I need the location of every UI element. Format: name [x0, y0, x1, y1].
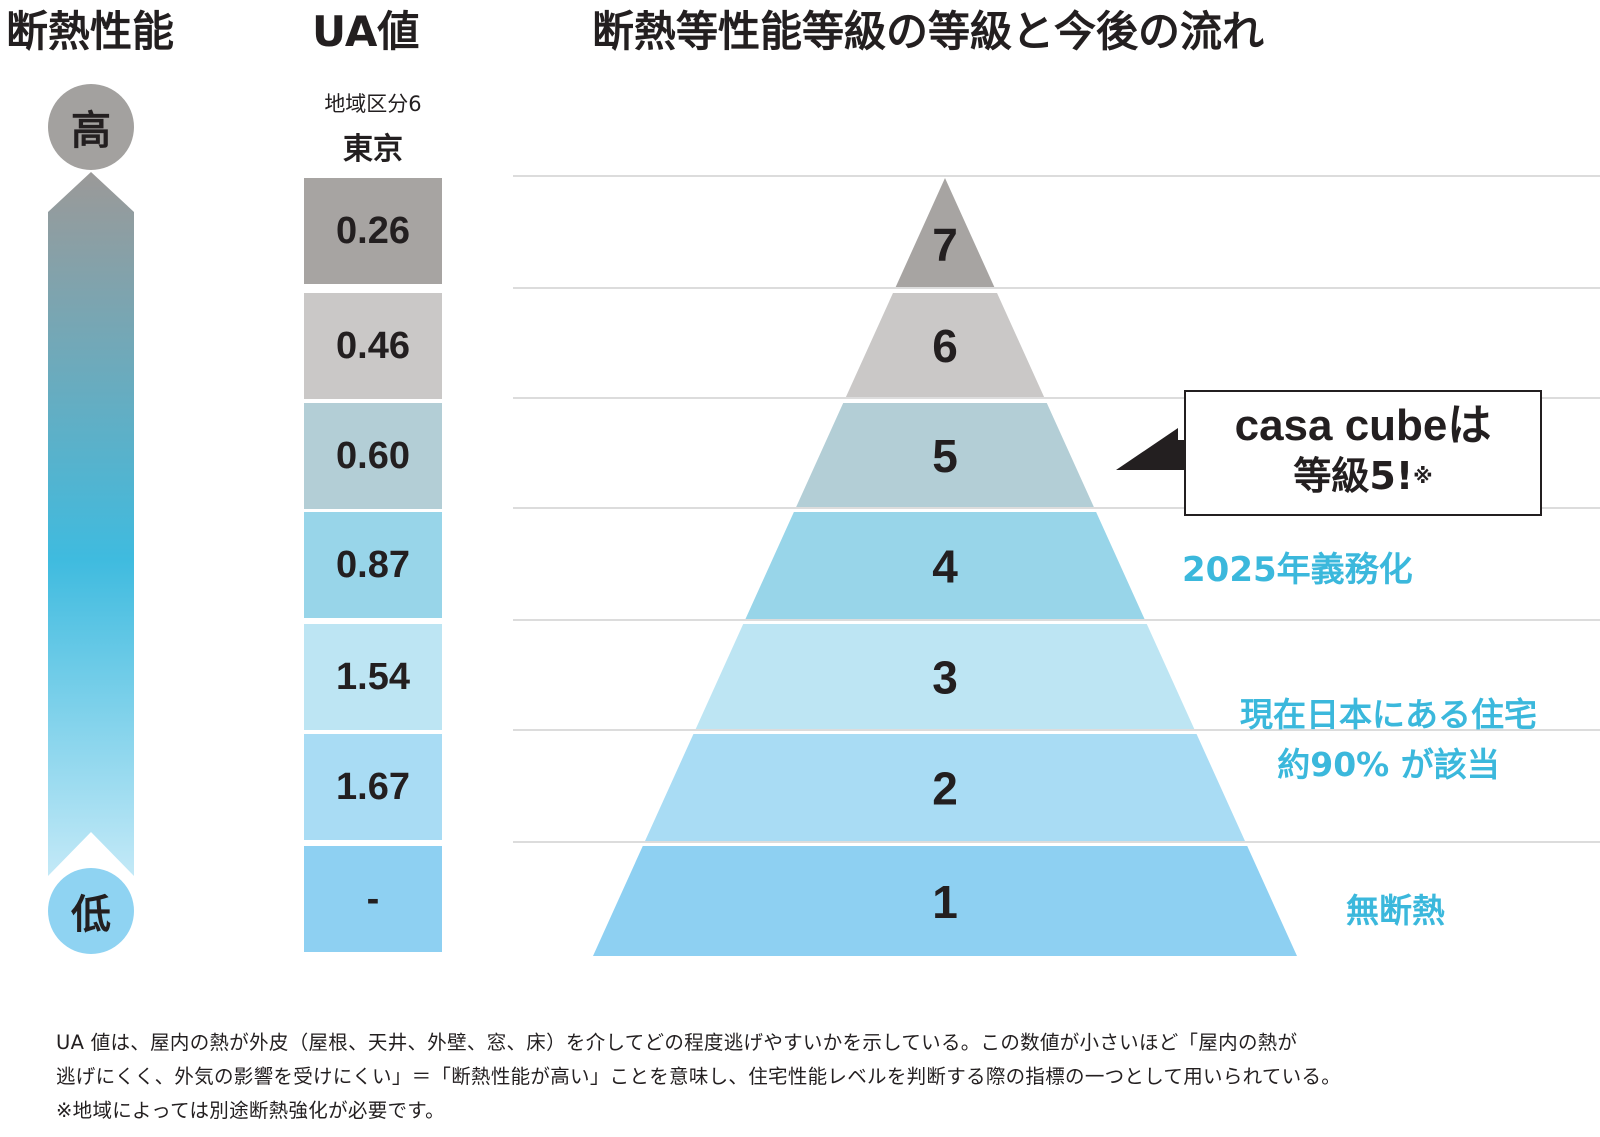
callout-line-1: casa cubeは	[1234, 401, 1492, 450]
ua-value-grade-6: 0.46	[304, 293, 442, 399]
ua-value-grade-7: 0.26	[304, 178, 442, 284]
casa-cube-callout: casa cubeは 等級5!※	[1184, 390, 1542, 516]
pyramid-layer-3	[695, 624, 1195, 729]
current-housing-note-line-2: 約90% が該当	[1277, 745, 1500, 784]
mandatory-2025-note: 2025年義務化	[1182, 550, 1413, 590]
pyramid-layer-5	[796, 403, 1094, 507]
ua-value-grade-4: 0.87	[304, 512, 442, 618]
pyramid-layer-1	[593, 846, 1297, 956]
footer-text: UA 値は、屋内の熱が外皮（屋根、天井、外壁、窓、床）を介してどの程度逃げやすい…	[56, 1026, 1341, 1128]
main-title: 断熱等性能等級の等級と今後の流れ	[592, 7, 1265, 56]
separator-line	[513, 729, 1600, 731]
ua-value-grade-1: -	[304, 846, 442, 952]
high-badge: 高	[48, 84, 134, 170]
region-label: 地域区分6	[324, 92, 422, 116]
separator-line	[513, 841, 1600, 843]
city-label: 東京	[343, 132, 403, 167]
pyramid-grade-label-2: 2	[932, 763, 958, 815]
pyramid-layer-4	[745, 512, 1145, 619]
pyramid-grade-label-6: 6	[932, 320, 958, 372]
callout-line-2: 等級5!	[1293, 454, 1414, 498]
pyramid-layer-7	[895, 178, 995, 287]
no-insulation-note: 無断熱	[1346, 891, 1445, 930]
pyramid-layer-6	[845, 293, 1045, 397]
pyramid-grade-label-5: 5	[932, 430, 958, 482]
separator-line	[513, 175, 1600, 177]
callout-asterisk: ※	[1413, 464, 1433, 488]
separator-line	[513, 397, 1600, 399]
footer-line-2: 逃げにくく、外気の影響を受けにくい」＝「断熱性能が高い」ことを意味し、住宅性能レ…	[56, 1065, 1342, 1088]
separator-line	[513, 507, 1600, 509]
ua-value-grade-2: 1.67	[304, 734, 442, 840]
performance-gradient-arrow	[48, 172, 134, 876]
current-housing-note-line-1: 現在日本にある住宅	[1240, 695, 1537, 734]
current-housing-note: 現在日本にある住宅 約90% が該当	[1240, 690, 1537, 790]
separator-line	[513, 619, 1600, 621]
pyramid-layer-2	[645, 734, 1245, 841]
pyramid-grade-label-7: 7	[932, 219, 958, 271]
callout-line-2-wrap: 等級5!※	[1186, 452, 1540, 500]
footer-line-3: ※地域によっては別途断熱強化が必要です。	[56, 1099, 445, 1122]
separator-line	[513, 287, 1600, 289]
low-badge: 低	[48, 868, 134, 954]
ua-value-grade-5: 0.60	[304, 403, 442, 509]
pointer-arrow-icon	[1116, 428, 1200, 470]
pyramid-grade-label-3: 3	[932, 652, 958, 704]
ua-header: UA値	[312, 7, 420, 56]
ua-value-grade-3: 1.54	[304, 624, 442, 730]
performance-header: 断熱性能	[6, 7, 175, 56]
pyramid-grade-label-1: 1	[932, 876, 958, 928]
pyramid-grade-label-4: 4	[932, 541, 958, 593]
footer-line-1: UA 値は、屋内の熱が外皮（屋根、天井、外壁、窓、床）を介してどの程度逃げやすい…	[56, 1031, 1298, 1054]
